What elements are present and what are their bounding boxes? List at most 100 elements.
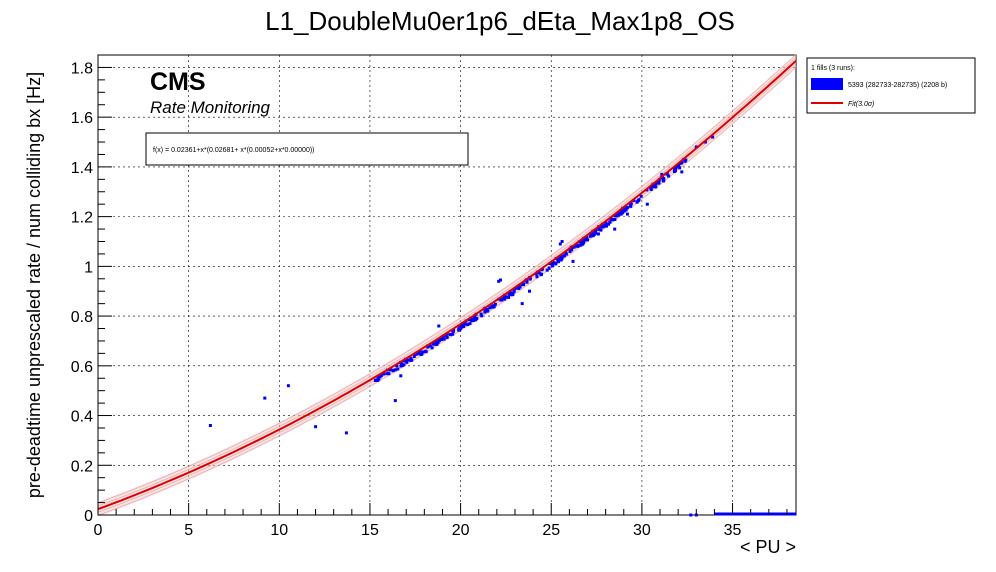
data-point bbox=[596, 232, 600, 236]
data-point bbox=[625, 212, 629, 216]
y-tick-label: 1.4 bbox=[71, 160, 93, 177]
data-point bbox=[488, 306, 492, 310]
data-point bbox=[568, 250, 572, 253]
data-point bbox=[484, 309, 488, 313]
data-point bbox=[585, 237, 589, 241]
data-point bbox=[208, 424, 212, 427]
x-tick-label: 20 bbox=[452, 522, 470, 539]
data-point bbox=[607, 222, 610, 226]
data-point bbox=[396, 367, 400, 371]
data-point bbox=[486, 309, 490, 313]
y-tick-label: 0.8 bbox=[71, 309, 93, 326]
data-point bbox=[497, 279, 501, 283]
x-tick-label: 30 bbox=[633, 522, 651, 539]
data-point bbox=[560, 240, 564, 243]
x-tick-label: 15 bbox=[361, 522, 379, 539]
data-point bbox=[611, 218, 615, 221]
y-tick-label: 0.2 bbox=[71, 458, 93, 475]
data-point bbox=[344, 431, 348, 435]
data-point bbox=[431, 341, 435, 345]
data-point bbox=[441, 337, 445, 341]
data-point bbox=[703, 140, 707, 144]
data-point bbox=[711, 135, 715, 139]
data-point bbox=[657, 181, 661, 185]
data-point bbox=[424, 349, 428, 353]
data-point bbox=[409, 356, 413, 360]
data-point bbox=[667, 174, 671, 178]
data-point bbox=[561, 254, 565, 258]
data-point bbox=[515, 286, 519, 290]
data-point bbox=[395, 364, 399, 368]
data-point bbox=[393, 399, 397, 403]
data-point bbox=[394, 368, 398, 372]
data-point bbox=[263, 396, 267, 400]
data-point bbox=[579, 239, 583, 243]
data-point bbox=[653, 184, 657, 188]
grid-lines bbox=[98, 55, 796, 515]
data-point bbox=[550, 263, 554, 266]
data-point bbox=[639, 194, 643, 198]
data-point bbox=[674, 165, 678, 169]
data-point bbox=[416, 350, 420, 354]
data-point bbox=[409, 358, 413, 362]
legend-series-swatch bbox=[811, 78, 843, 90]
data-point bbox=[629, 202, 633, 206]
data-point bbox=[570, 248, 574, 252]
data-point bbox=[637, 198, 641, 202]
data-point bbox=[459, 324, 463, 328]
data-point bbox=[537, 271, 541, 275]
y-tick-label: 0.4 bbox=[71, 409, 93, 426]
data-point bbox=[559, 256, 562, 260]
data-point bbox=[314, 425, 318, 429]
data-point bbox=[512, 290, 516, 293]
data-point bbox=[554, 262, 558, 266]
data-point bbox=[480, 314, 484, 318]
data-point bbox=[517, 286, 521, 290]
data-point bbox=[683, 159, 687, 163]
data-point bbox=[419, 353, 423, 356]
data-point bbox=[457, 328, 461, 332]
data-point bbox=[493, 302, 497, 306]
data-point bbox=[557, 257, 561, 261]
data-point bbox=[468, 318, 472, 321]
x-tick-label: 0 bbox=[94, 522, 103, 539]
data-point bbox=[517, 284, 521, 288]
data-point bbox=[599, 228, 603, 232]
x-tick-label: 25 bbox=[542, 522, 560, 539]
axis-ticks: 0 5 10 15 20 25 30 35 0 0.2 0.4 0.6 0.8 1 1.2 1.4 1.6 1.8 bbox=[71, 60, 788, 539]
data-point bbox=[609, 217, 613, 221]
data-point bbox=[619, 209, 623, 213]
data-point bbox=[391, 369, 395, 373]
data-point bbox=[418, 349, 422, 353]
data-point bbox=[673, 167, 676, 171]
x-tick-label: 10 bbox=[270, 522, 288, 539]
data-point bbox=[649, 186, 653, 190]
data-point bbox=[387, 372, 391, 376]
data-point bbox=[673, 170, 676, 173]
fit-band-hatch bbox=[97, 54, 797, 504]
data-point bbox=[428, 344, 432, 348]
data-point bbox=[388, 368, 392, 372]
data-point bbox=[433, 342, 437, 346]
formula-box-frame bbox=[145, 132, 469, 166]
data-point bbox=[679, 161, 683, 165]
data-point bbox=[525, 280, 529, 284]
data-point bbox=[399, 362, 403, 366]
data-point bbox=[444, 333, 448, 337]
data-point bbox=[617, 213, 620, 217]
data-point bbox=[547, 266, 551, 270]
data-point bbox=[593, 229, 597, 233]
data-point bbox=[613, 227, 617, 231]
data-point bbox=[421, 350, 425, 354]
y-tick-label: 1.6 bbox=[71, 110, 93, 127]
data-point bbox=[520, 302, 524, 306]
data-point bbox=[660, 172, 664, 176]
y-axis-title: pre-deadtime unprescaled rate / num coll… bbox=[24, 72, 44, 498]
data-point bbox=[619, 212, 623, 216]
data-point bbox=[621, 210, 625, 214]
data-point bbox=[492, 305, 496, 309]
data-point bbox=[499, 278, 502, 282]
data-point bbox=[628, 204, 632, 208]
data-point bbox=[479, 312, 483, 316]
